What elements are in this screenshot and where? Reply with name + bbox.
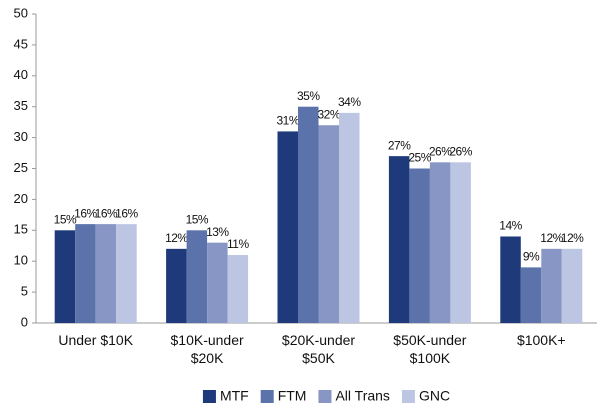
y-tick-label: 5	[21, 284, 28, 299]
legend-label: MTF	[220, 388, 249, 404]
value-label: 12%	[165, 231, 188, 245]
legend-swatch	[260, 390, 274, 403]
bar	[298, 106, 319, 323]
value-label: 25%	[408, 151, 431, 165]
x-tick-label: $100K+	[516, 332, 566, 348]
value-label: 15%	[54, 212, 77, 226]
bar	[429, 162, 451, 323]
bar	[318, 125, 339, 324]
x-tick-label: $20K-under $50K	[281, 332, 356, 366]
bar	[520, 267, 542, 323]
y-tick-label: 15	[14, 222, 28, 237]
legend-label: FTM	[278, 388, 307, 404]
bar	[561, 248, 583, 323]
value-label: 16%	[115, 206, 138, 220]
value-label: 16%	[95, 206, 118, 220]
y-tick-label: 40	[14, 67, 28, 82]
y-tick-label: 0	[21, 314, 28, 329]
x-tick-label: $10K-under $20K	[170, 332, 244, 366]
bar	[541, 248, 562, 323]
bar	[227, 255, 249, 323]
bar	[277, 131, 298, 323]
y-tick-label: 20	[14, 191, 28, 206]
y-tick-label: 25	[14, 160, 28, 175]
legend-label: All Trans	[335, 388, 389, 404]
value-label: 35%	[297, 89, 320, 103]
value-label: 34%	[338, 95, 361, 109]
bar	[75, 224, 96, 323]
y-tick-label: 45	[14, 36, 28, 51]
bar	[186, 230, 208, 323]
value-label: 16%	[74, 206, 97, 220]
bar	[388, 156, 410, 323]
value-label: 31%	[276, 114, 299, 128]
legend-swatch	[202, 390, 216, 403]
value-label: 13%	[206, 225, 229, 239]
value-label: 27%	[388, 138, 411, 152]
y-tick-label: 30	[14, 129, 28, 144]
bar	[116, 224, 137, 323]
bar	[409, 168, 430, 323]
legend-swatch	[401, 390, 415, 403]
bar	[450, 162, 471, 323]
value-label: 12%	[540, 231, 563, 245]
value-label: 26%	[449, 144, 472, 158]
value-label: 26%	[429, 144, 452, 158]
value-label: 14%	[499, 219, 522, 233]
x-tick-label: Under $10K	[58, 332, 134, 348]
value-label: 15%	[186, 212, 209, 226]
y-tick-label: 10	[14, 253, 28, 268]
bar	[207, 242, 228, 323]
bar	[54, 230, 76, 323]
x-tick-label: $50K-under $100K	[393, 332, 467, 366]
bar	[166, 248, 187, 323]
y-tick-label: 50	[14, 5, 28, 20]
value-label: 12%	[561, 231, 584, 245]
value-label: 11%	[227, 237, 249, 251]
y-tick-label: 35	[14, 98, 28, 113]
legend-label: GNC	[419, 388, 450, 404]
bar	[500, 236, 521, 323]
bar	[339, 112, 360, 323]
bar	[95, 224, 117, 323]
value-label: 9%	[523, 250, 540, 264]
legend-swatch	[318, 390, 332, 403]
value-label: 32%	[317, 107, 340, 121]
